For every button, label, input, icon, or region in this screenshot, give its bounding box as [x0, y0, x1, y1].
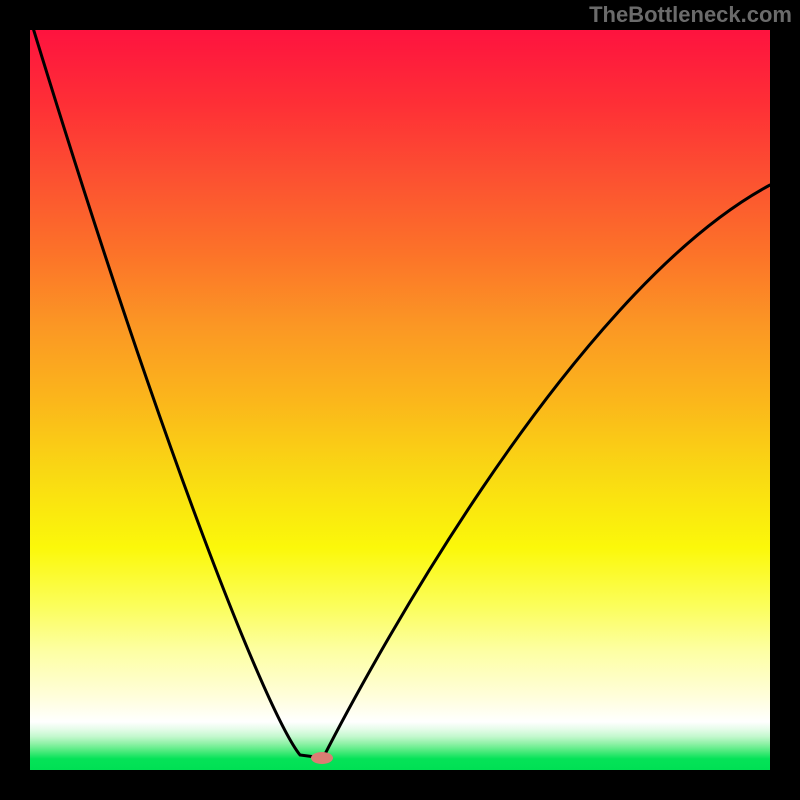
chart-svg	[0, 0, 800, 800]
watermark-text: TheBottleneck.com	[589, 2, 792, 28]
chart-gradient-background	[30, 30, 770, 770]
bottleneck-chart: TheBottleneck.com	[0, 0, 800, 800]
optimal-point-marker	[311, 752, 333, 764]
